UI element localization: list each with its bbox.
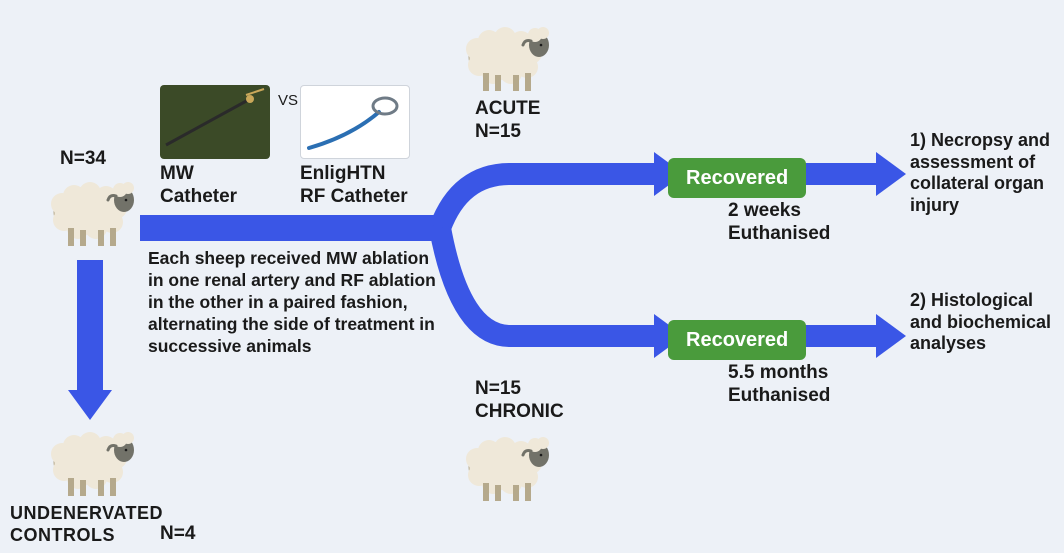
controls-n-label: N=4 xyxy=(160,523,195,546)
controls-label: UNDENERVATED CONTROLS xyxy=(10,503,163,546)
chronic-timeline-label: 5.5 months Euthanised xyxy=(728,362,830,408)
study-description: Each sheep received MW ablation in one r… xyxy=(148,248,436,357)
mw-catheter-thumb xyxy=(160,85,270,159)
rf-catheter-label: EnligHTN RF Catheter xyxy=(300,163,408,209)
sheep-icon-acute xyxy=(455,15,555,95)
outcome-1-label: 1) Necropsy and assessment of collateral… xyxy=(910,130,1060,216)
chronic-label: N=15 CHRONIC xyxy=(475,378,564,424)
vs-label: VS xyxy=(278,92,298,110)
acute-label: ACUTE N=15 xyxy=(475,98,540,144)
n-total-label: N=34 xyxy=(60,148,106,171)
mw-catheter-label: MW Catheter xyxy=(160,163,237,209)
rf-catheter-thumb xyxy=(300,85,410,159)
sheep-icon-total xyxy=(40,170,140,250)
outcome-2-label: 2) Histological and biochemical analyses xyxy=(910,290,1060,355)
recovered-badge-chronic: Recovered xyxy=(668,320,806,360)
sheep-icon-chronic xyxy=(455,425,555,505)
recovered-badge-acute: Recovered xyxy=(668,158,806,198)
sheep-icon-controls xyxy=(40,420,140,500)
acute-timeline-label: 2 weeks Euthanised xyxy=(728,200,830,246)
